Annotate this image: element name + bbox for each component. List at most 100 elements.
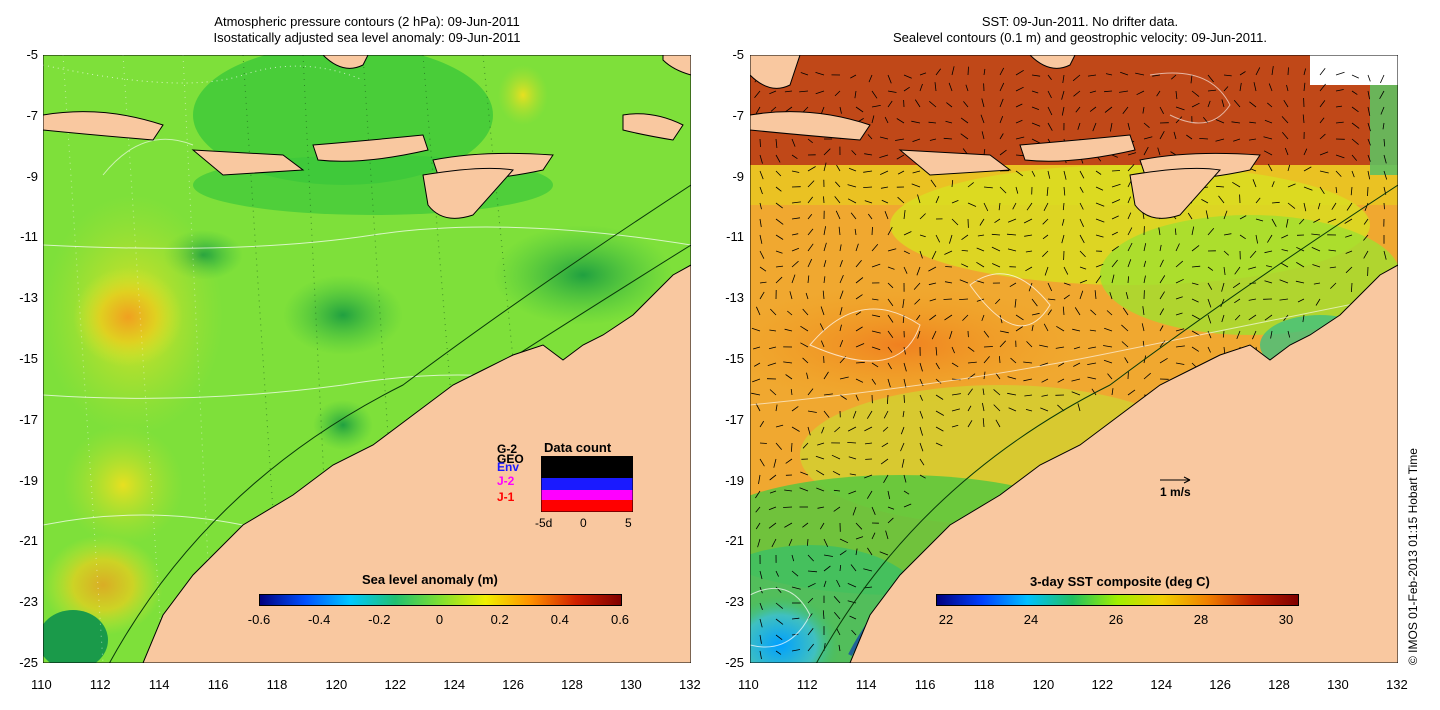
velocity-arrow (943, 298, 953, 300)
velocity-arrow (1047, 298, 1056, 301)
x-tick-label: 118 (266, 677, 288, 692)
velocity-arrow (839, 564, 842, 572)
velocity-arrow (850, 74, 857, 79)
velocity-arrow (1170, 151, 1177, 156)
velocity-arrow (1105, 73, 1113, 76)
velocity-arrow (1157, 147, 1161, 156)
velocity-arrow (836, 579, 841, 588)
velocity-arrow (823, 554, 833, 557)
velocity-arrow (887, 74, 892, 84)
velocity-arrow (887, 362, 892, 370)
velocity-arrow (791, 426, 800, 432)
velocity-arrow (1079, 202, 1084, 210)
velocity-arrow (1111, 215, 1119, 220)
velocity-arrow (1287, 183, 1296, 188)
velocity-arrow (903, 346, 906, 355)
velocity-arrow (914, 298, 921, 305)
data-count-series-label: Env (497, 460, 520, 474)
velocity-arrow (1047, 170, 1051, 179)
velocity-arrow (1367, 106, 1371, 116)
velocity-arrow (783, 361, 793, 364)
velocity-arrow (871, 378, 877, 385)
velocity-arrow (751, 392, 761, 396)
velocity-arrow (847, 184, 857, 188)
velocity-arrow (1287, 330, 1291, 338)
velocity-arrow (983, 148, 986, 156)
velocity-arrow (1249, 121, 1257, 124)
velocity-arrow (1205, 210, 1209, 220)
velocity-arrow (879, 136, 889, 140)
velocity-arrow (951, 180, 954, 188)
x-tick-label: 126 (1209, 677, 1231, 692)
y-tick-label: -13 (725, 290, 744, 306)
velocity-arrow (1264, 119, 1273, 124)
velocity-arrow (1303, 202, 1307, 212)
velocity-arrow (757, 538, 761, 548)
velocity-arrow (839, 260, 843, 268)
velocity-arrow (834, 426, 841, 433)
velocity-arrow (1056, 325, 1065, 332)
velocity-arrow (866, 490, 873, 499)
velocity-arrow (1079, 266, 1087, 270)
velocity-arrow (945, 120, 953, 124)
velocity-arrow (785, 374, 793, 380)
velocity-arrow (1079, 170, 1085, 179)
velocity-arrow (1313, 282, 1321, 285)
velocity-arrow (1175, 116, 1183, 124)
velocity-arrow (1073, 362, 1081, 367)
velocity-arrow (871, 263, 881, 268)
velocity-arrow (1041, 378, 1049, 383)
velocity-arrow (819, 323, 825, 332)
velocity-arrow (1073, 346, 1081, 350)
data-count-inset: Data count G-2 GEO Env J-2 J-1 -5d 0 5 (497, 438, 637, 534)
velocity-arrow (1367, 186, 1369, 197)
velocity-arrow (911, 120, 921, 124)
velocity-arrow (960, 117, 969, 124)
velocity-arrow (1201, 199, 1209, 204)
velocity-arrow (1191, 265, 1201, 268)
velocity-arrow (983, 186, 993, 189)
velocity-arrow (775, 154, 781, 163)
data-count-title: Data count (544, 440, 612, 455)
velocity-arrow (1111, 154, 1118, 158)
velocity-arrow (1367, 138, 1371, 146)
velocity-arrow (903, 250, 910, 255)
velocity-arrow (1223, 210, 1228, 220)
velocity-arrow (855, 548, 858, 556)
velocity-arrow (775, 186, 782, 192)
velocity-arrow (935, 68, 942, 76)
velocity-arrow (1191, 90, 1200, 97)
velocity-arrow (817, 506, 825, 509)
y-tick-label: -11 (726, 229, 744, 245)
velocity-arrow (995, 298, 1001, 305)
velocity-arrow (931, 250, 937, 260)
velocity-arrow (1127, 152, 1137, 156)
velocity-arrow (1279, 279, 1289, 284)
velocity-arrow (1191, 102, 1200, 108)
velocity-arrow (1232, 181, 1241, 188)
y-tick-label: -25 (19, 655, 38, 670)
velocity-arrow (807, 166, 816, 172)
velocity-arrow (833, 506, 841, 512)
velocity-arrow (967, 405, 972, 412)
velocity-arrow (1302, 114, 1305, 124)
velocity-arrow (1015, 86, 1024, 92)
velocity-arrow (816, 469, 825, 476)
velocity-arrow (791, 570, 799, 577)
velocity-arrow (871, 226, 873, 236)
velocity-arrow (768, 506, 777, 511)
velocity-arrow (751, 327, 761, 332)
velocity-arrow (871, 115, 875, 124)
velocity-arrow (1103, 345, 1113, 348)
velocity-arrow (1335, 170, 1342, 177)
velocity-arrow (769, 474, 777, 481)
velocity-arrow (1111, 231, 1118, 236)
velocity-arrow (791, 617, 800, 620)
velocity-arrow (850, 212, 857, 220)
velocity-arrow (913, 282, 921, 290)
velocity-arrow (1239, 215, 1247, 220)
velocity-arrow (832, 470, 841, 476)
velocity-arrow (1159, 131, 1165, 140)
velocity-arrow (999, 330, 1009, 334)
right-title-line2: Sealevel contours (0.1 m) and geostrophi… (892, 30, 1268, 45)
